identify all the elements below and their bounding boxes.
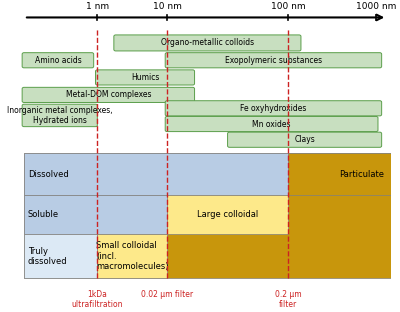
- Text: 1 nm: 1 nm: [86, 2, 109, 11]
- Text: Metal-DOM complexes: Metal-DOM complexes: [66, 90, 151, 100]
- Text: Inorganic metal complexes,
Hydrated ions: Inorganic metal complexes, Hydrated ions: [7, 106, 112, 125]
- Text: Clays: Clays: [294, 135, 315, 144]
- FancyBboxPatch shape: [114, 35, 301, 51]
- FancyBboxPatch shape: [96, 70, 194, 85]
- Text: 1000 nm: 1000 nm: [356, 2, 396, 11]
- Text: 10 nm: 10 nm: [153, 2, 182, 11]
- Text: Exopolymeric substances: Exopolymeric substances: [225, 56, 322, 65]
- Text: Organo-metallic colloids: Organo-metallic colloids: [161, 38, 254, 47]
- FancyBboxPatch shape: [22, 87, 194, 102]
- Bar: [24, 153, 391, 278]
- FancyBboxPatch shape: [22, 104, 97, 127]
- FancyBboxPatch shape: [228, 132, 382, 147]
- Text: 100 nm: 100 nm: [271, 2, 306, 11]
- Bar: [167, 195, 288, 234]
- FancyBboxPatch shape: [165, 101, 382, 116]
- Text: Mn oxides: Mn oxides: [252, 119, 291, 129]
- Bar: [24, 234, 97, 278]
- Text: Dissolved: Dissolved: [28, 170, 68, 179]
- Bar: [97, 234, 167, 278]
- Text: 0.02 μm filter: 0.02 μm filter: [141, 290, 193, 299]
- Text: 0.2 μm
filter: 0.2 μm filter: [275, 290, 302, 309]
- Text: Humics: Humics: [131, 73, 159, 82]
- Bar: [24, 153, 288, 195]
- Text: Large colloidal: Large colloidal: [197, 210, 258, 219]
- Text: Truly
dissolved: Truly dissolved: [28, 246, 67, 266]
- FancyBboxPatch shape: [165, 53, 382, 68]
- Text: Small colloidal
(incl.
macromolecules): Small colloidal (incl. macromolecules): [96, 241, 168, 271]
- Text: Fe oxyhydroxides: Fe oxyhydroxides: [240, 104, 307, 113]
- Bar: [288, 153, 391, 195]
- Text: Soluble: Soluble: [28, 210, 59, 219]
- Text: Amino acids: Amino acids: [34, 56, 81, 65]
- FancyBboxPatch shape: [22, 53, 94, 68]
- Text: Particulate: Particulate: [340, 170, 384, 179]
- Text: 1kDa
ultrafiltration: 1kDa ultrafiltration: [72, 290, 123, 309]
- Bar: [24, 195, 167, 234]
- FancyBboxPatch shape: [165, 116, 378, 132]
